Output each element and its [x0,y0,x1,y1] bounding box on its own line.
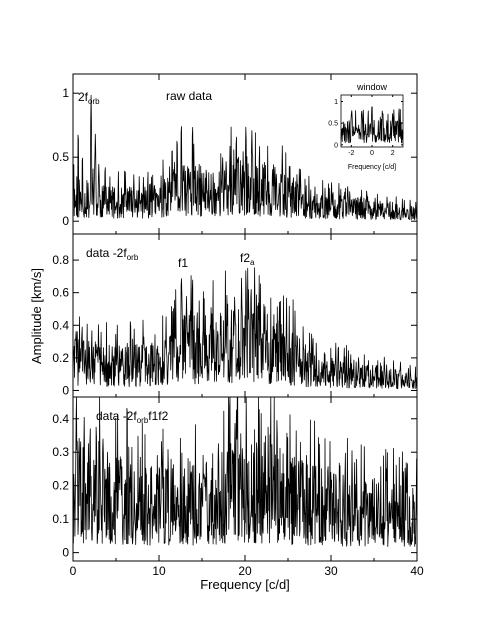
window-y-ticks: 00.51 [328,99,403,149]
middle-annotation-data-2forb: data -2forb [86,246,139,262]
y-tick-label: 0 [334,142,338,149]
spectrum-trace [340,106,404,144]
middle-panel: 0 0.2 0.4 0.6 0.8 data -2forb f1 f2a [52,233,418,398]
bottom-y-ticks: 0 0.1 0.2 0.3 0.4 [52,412,417,560]
bottom-annotation-data-2forb-f1f2: data -2forbf1f2 [96,409,169,425]
y-axis-label: Amplitude [km/s] [29,268,44,364]
middle-spectrum-line [72,267,418,390]
spectrum-trace [72,94,418,221]
y-tick-label: 0 [62,546,69,560]
y-tick-label: 0.1 [52,512,69,526]
y-tick-label: 0.3 [52,445,69,459]
y-tick-label: 0.5 [328,121,338,128]
top-annotation-2forb: 2forb [78,90,100,106]
top-y-ticks: 00.51 [52,86,417,228]
y-tick-label: 1 [334,99,338,106]
spectrum-trace [72,396,418,547]
x-tick-label: 0 [370,150,374,157]
x-tick-label: 2 [391,150,395,157]
middle-y-ticks: 0 0.2 0.4 0.6 0.8 [52,253,417,397]
spectrum-trace [72,267,418,390]
y-tick-label: 0.4 [52,412,69,426]
top-spectrum-line [72,94,418,221]
y-tick-label: 0.8 [52,253,69,267]
y-tick-label: 1 [62,86,69,100]
y-tick-label: 0.2 [52,351,69,365]
bottom-spectrum-line [72,396,418,547]
x-tick-label: 10 [152,564,166,578]
bottom-panel: 0 0.1 0.2 0.3 0.4 0 10 20 30 40 data -2forbf1f2 [52,396,424,578]
x-axis-label: Frequency [c/d] [200,577,290,592]
y-tick-label: 0.6 [52,286,69,300]
x-tick-label: 0 [70,564,77,578]
y-tick-label: 0 [62,214,69,228]
middle-annotation-f1: f1 [178,256,188,270]
x-tick-label: 20 [238,564,252,578]
y-tick-label: 0.4 [52,318,69,332]
middle-annotation-f2a: f2a [240,251,255,267]
window-x-ticks: -2 0 2 [348,95,395,157]
y-tick-label: 0.2 [52,479,69,493]
window-spectrum-line [340,106,404,144]
y-tick-label: 0 [62,383,69,397]
y-tick-label: 0.5 [52,150,69,164]
window-title: window [356,82,388,92]
x-tick-label: -2 [348,150,354,157]
top-panel: 00.51 2forb raw data window 00.51 -2 0 2 F… [52,73,418,235]
bottom-x-ticks: 0 10 20 30 40 [70,397,424,578]
window-x-axis-label: Frequency [c/d] [348,164,396,171]
window-inset: window 00.51 -2 0 2 Frequency [c/d] [328,82,405,171]
top-annotation-raw-data: raw data [166,89,212,103]
x-tick-label: 40 [410,564,424,578]
x-tick-label: 30 [324,564,338,578]
